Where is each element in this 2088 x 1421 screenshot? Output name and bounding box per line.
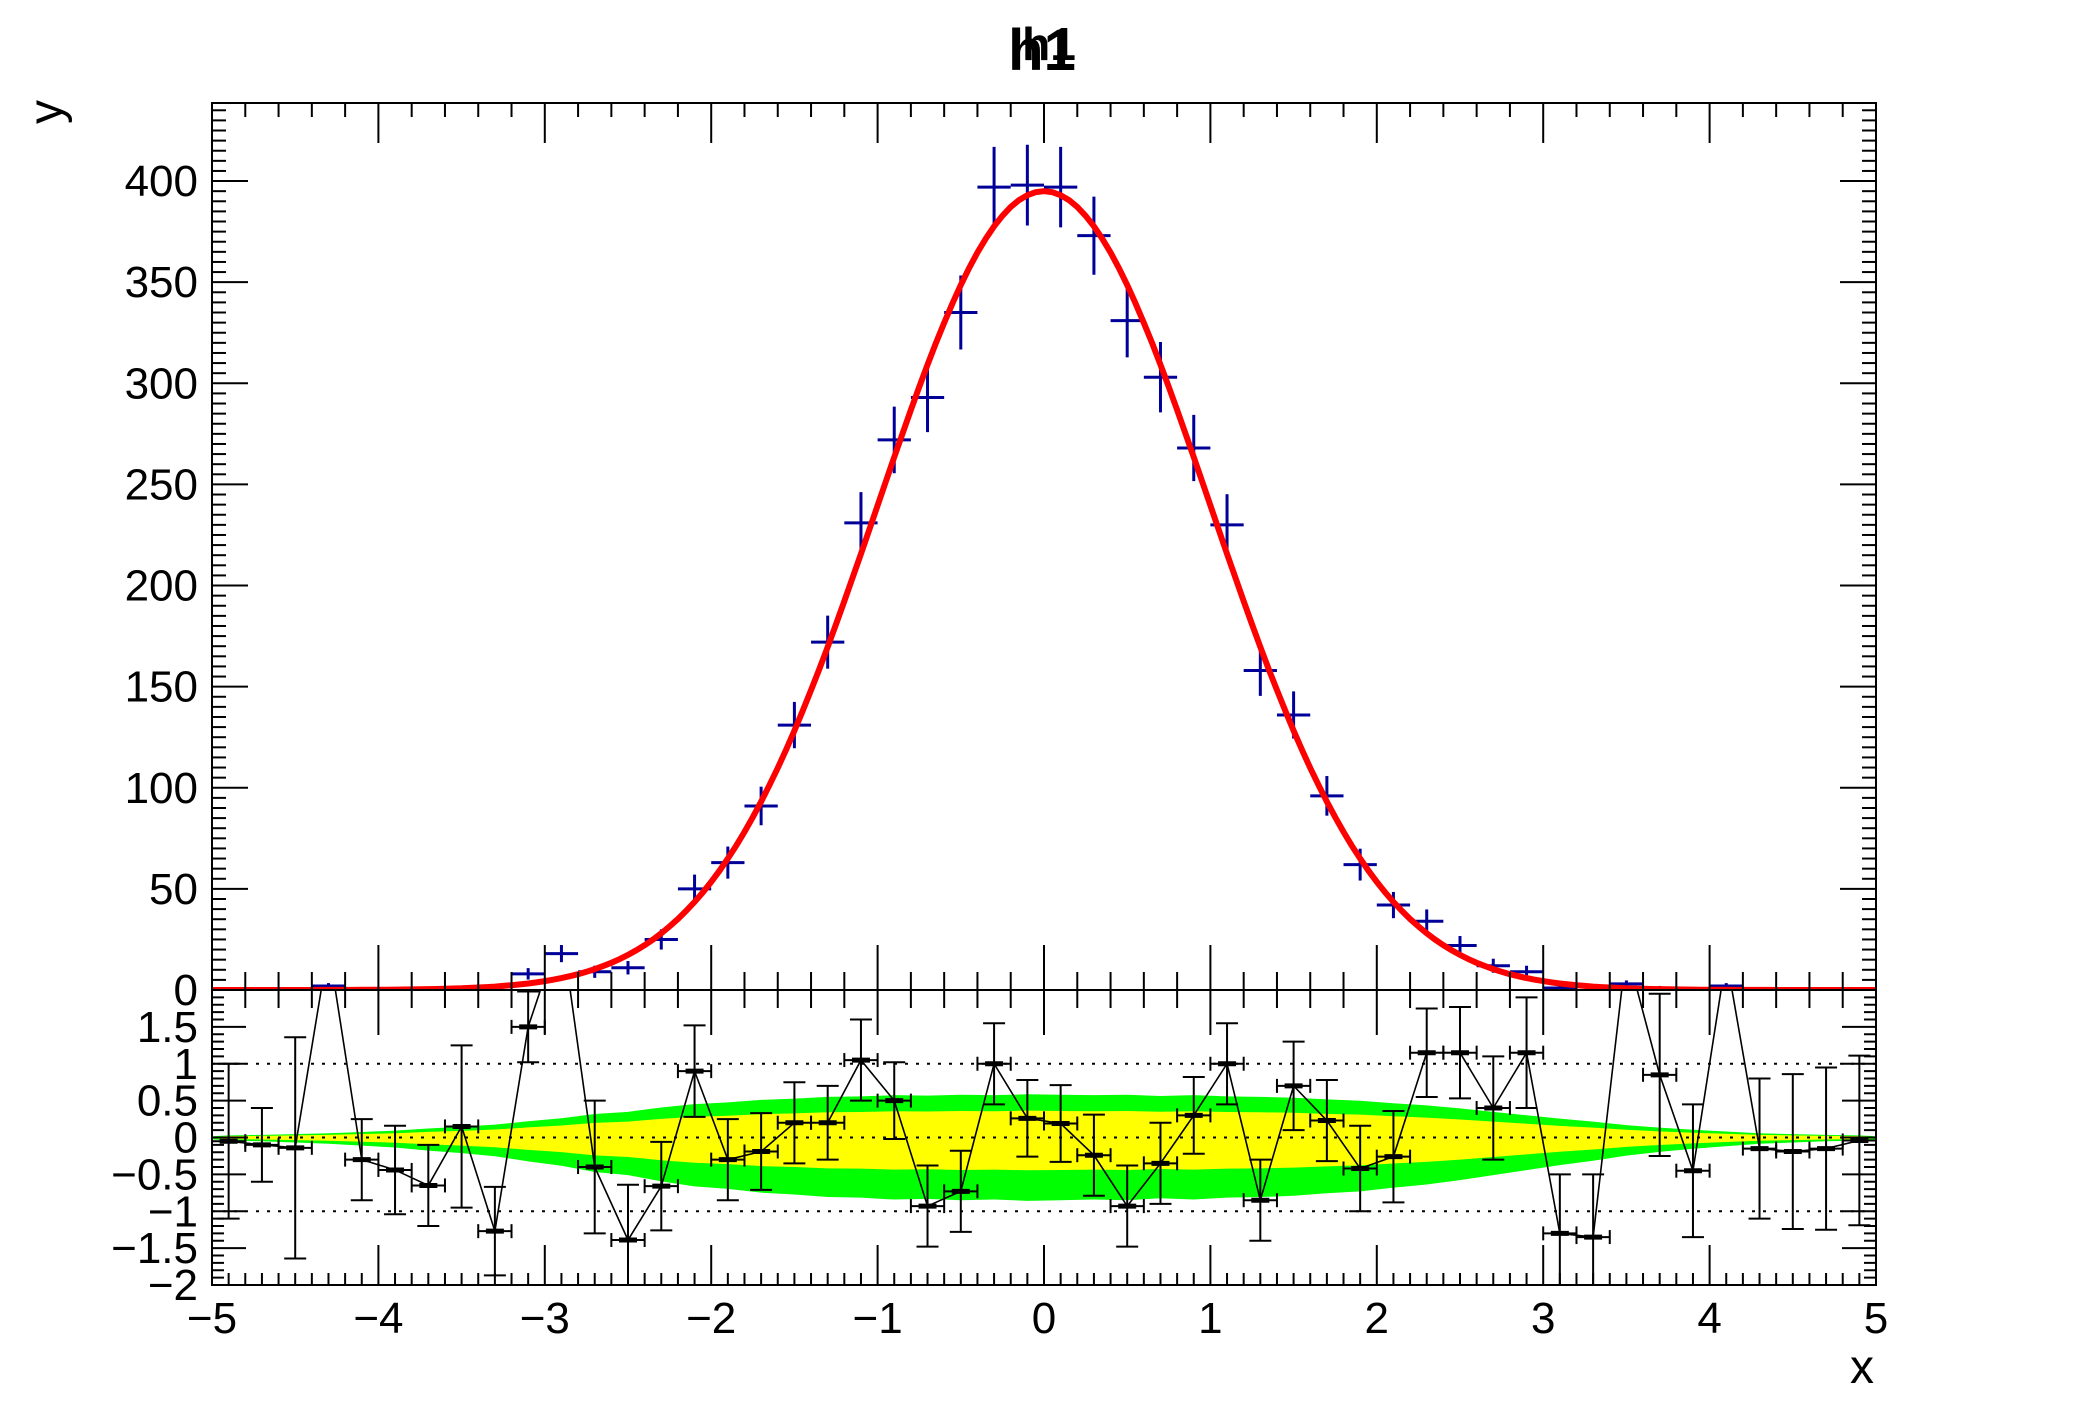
pull-point <box>1309 1078 1345 1163</box>
data-point <box>1110 283 1144 358</box>
pull-point <box>1775 1073 1811 1230</box>
pull-point <box>1242 1158 1278 1242</box>
y-main-tick-label: 300 <box>125 359 198 408</box>
pull-point <box>876 1061 912 1140</box>
x-tick-label: 1 <box>1198 1294 1222 1343</box>
data-point <box>1143 342 1178 413</box>
data-point <box>544 945 579 963</box>
data-point <box>1177 414 1211 482</box>
pull-point <box>1642 992 1678 1157</box>
x-tick-label: −1 <box>853 1294 903 1343</box>
data-point <box>511 968 545 980</box>
pull-point <box>776 1081 813 1165</box>
pull-point <box>1009 1078 1045 1158</box>
pull-point <box>1841 1054 1876 1227</box>
pull-point <box>810 1084 846 1161</box>
y-main-tick-label: 350 <box>125 258 198 307</box>
pull-point <box>743 1112 779 1191</box>
pull-point <box>976 1022 1012 1106</box>
y-main-tick-label: 50 <box>149 865 198 914</box>
data-point <box>1077 196 1111 275</box>
x-tick-label: −3 <box>520 1294 570 1343</box>
pull-point <box>943 1149 979 1233</box>
pull-point <box>443 1044 480 1209</box>
y-ratio-tick-label: −1.5 <box>111 1224 198 1273</box>
data-point <box>611 961 645 975</box>
y-ratio-tick-label: −1 <box>148 1187 198 1236</box>
pull-point <box>643 1140 679 1232</box>
pull-point <box>1109 1164 1145 1248</box>
pull-point <box>1176 1076 1212 1155</box>
x-tick-label: 2 <box>1365 1294 1389 1343</box>
plot-title-overlay: h1 <box>1022 18 1076 70</box>
pull-graph-group <box>212 990 1876 1285</box>
pull-point <box>1043 1084 1079 1163</box>
x-tick-label: −2 <box>686 1294 736 1343</box>
pull-point <box>1342 1124 1378 1213</box>
y-main-tick-label: 250 <box>125 460 198 509</box>
x-tick-label: −5 <box>187 1294 237 1343</box>
data-point <box>977 146 1011 228</box>
pull-point <box>510 990 546 1064</box>
data-point <box>1010 144 1044 226</box>
x-tick-label: −4 <box>353 1294 403 1343</box>
pull-point <box>1375 1109 1412 1204</box>
y-ratio-tick-label: −2 <box>148 1261 198 1310</box>
y-ratio-tick-label: 1 <box>174 1040 198 1089</box>
y-main-tick-label: 150 <box>125 663 198 712</box>
y-ratio-tick-label: 0 <box>174 1114 198 1163</box>
gaussian-fit-curve <box>212 188 1876 990</box>
pull-point <box>1808 1066 1844 1231</box>
confidence-band-group <box>212 1094 1876 1201</box>
data-point <box>1044 146 1078 228</box>
band-1sigma-yellow <box>212 1110 1876 1171</box>
x-tick-label: 3 <box>1531 1294 1555 1343</box>
pull-point <box>410 1143 446 1227</box>
y-ratio-tick-label: 0.5 <box>137 1077 198 1126</box>
y-main-tick-label: 0 <box>174 966 198 1015</box>
pull-point <box>377 1124 413 1216</box>
pull-point <box>344 1118 380 1202</box>
pull-point <box>676 1024 713 1118</box>
x-tick-label: 4 <box>1697 1294 1721 1343</box>
x-axis-title: x <box>1850 1341 1874 1394</box>
y-main-tick-label: 200 <box>125 562 198 611</box>
y-axis-title: y <box>20 100 73 124</box>
pull-point <box>1209 1022 1245 1106</box>
y-main-tick-label: 400 <box>125 157 198 206</box>
pull-point <box>1508 996 1545 1109</box>
x-tick-label: 5 <box>1864 1294 1888 1343</box>
pull-point <box>909 1164 946 1248</box>
pull-point <box>1442 1005 1478 1100</box>
pull-point <box>1076 1113 1112 1197</box>
pull-point <box>1675 1103 1711 1239</box>
pull-point <box>477 1185 513 1277</box>
pull-point <box>1275 1040 1312 1132</box>
pull-point <box>277 1036 313 1260</box>
pull-point <box>1542 1173 1578 1285</box>
y-ratio-tick-label: 1.5 <box>137 1003 198 1052</box>
y-main-tick-label: 100 <box>125 764 198 813</box>
pull-point <box>843 1018 879 1102</box>
plot-title: h1 <box>1008 18 1076 83</box>
pull-point <box>577 1099 613 1235</box>
pull-point <box>1142 1121 1179 1205</box>
pull-point <box>1475 1055 1511 1161</box>
y-ratio-tick-label: −0.5 <box>111 1150 198 1199</box>
x-tick-label: 0 <box>1032 1294 1056 1343</box>
